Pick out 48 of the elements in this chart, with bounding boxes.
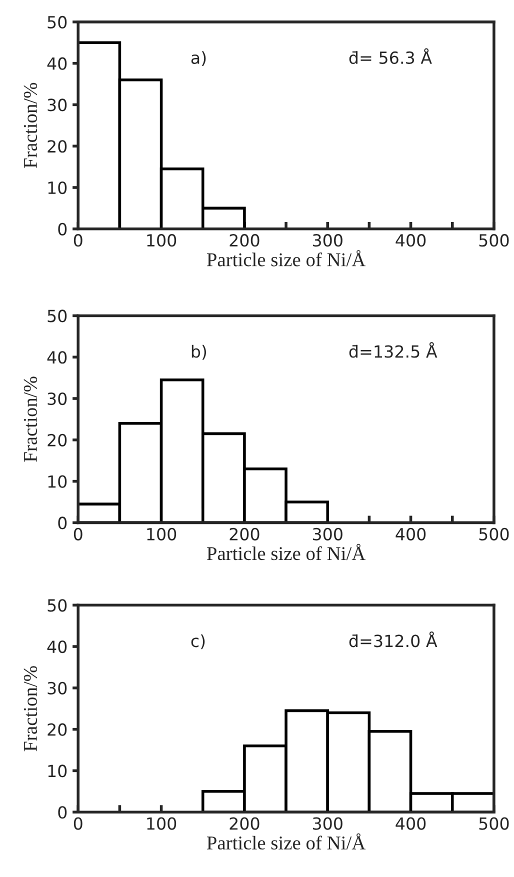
x-axis-title: Particle size of Ni/Å [206,250,366,266]
x-tick-label: 300 [312,234,342,247]
annotation: d̄=312.0 Å [349,632,438,648]
annotation: c) [191,634,205,650]
y-tick-label: 10 [48,764,67,778]
y-tick-label: 20 [48,140,67,153]
y-tick-label: 30 [48,682,67,694]
y-axis-title: Fraction/% [24,666,38,752]
y-tick-label: 0 [58,806,67,819]
y-tick-label: 20 [48,723,67,736]
x-tick-label: 200 [230,528,260,540]
x-tick-label: 100 [147,528,176,540]
x-tick-label: 400 [396,528,426,540]
x-axis-title: Particle size of Ni/Å [206,544,366,560]
y-tick-label: 40 [47,640,67,654]
annotation: d̄= 56.3 Å [349,48,432,64]
y-tick-label: 40 [47,57,67,70]
x-tick-label: 200 [230,817,260,830]
x-tick-label: 0 [74,528,82,540]
y-tick-label: 10 [48,475,67,488]
y-tick-label: 0 [58,222,67,236]
y-tick-label: 30 [48,98,67,112]
x-tick-label: 0 [74,817,82,830]
y-tick-label: 40 [47,351,67,364]
annotation: d̄=132.5 Å [349,342,438,358]
y-tick-label: 20 [48,434,67,446]
x-tick-label: 400 [396,817,426,830]
y-axis-title: Fraction/% [24,82,38,168]
x-tick-label: 100 [147,234,176,247]
y-tick-label: 10 [48,181,67,194]
x-tick-label: 300 [312,817,342,830]
x-tick-label: 0 [74,234,82,247]
x-tick-label: 500 [479,528,509,540]
y-tick-label: 30 [48,392,67,406]
x-tick-label: 400 [396,234,426,247]
y-axis-title: Fraction/% [24,376,38,462]
y-tick-label: 50 [48,599,67,612]
x-tick-label: 100 [147,817,176,830]
x-tick-label: 200 [230,234,260,247]
x-tick-label: 300 [312,528,342,540]
x-tick-label: 500 [479,234,509,247]
annotation: a) [191,51,206,66]
y-tick-label: 50 [48,16,67,28]
y-tick-label: 50 [48,310,67,322]
x-axis-title: Particle size of Ni/Å [206,833,366,850]
y-tick-label: 0 [58,516,67,530]
annotation: b) [192,344,206,360]
x-tick-label: 500 [479,817,509,830]
